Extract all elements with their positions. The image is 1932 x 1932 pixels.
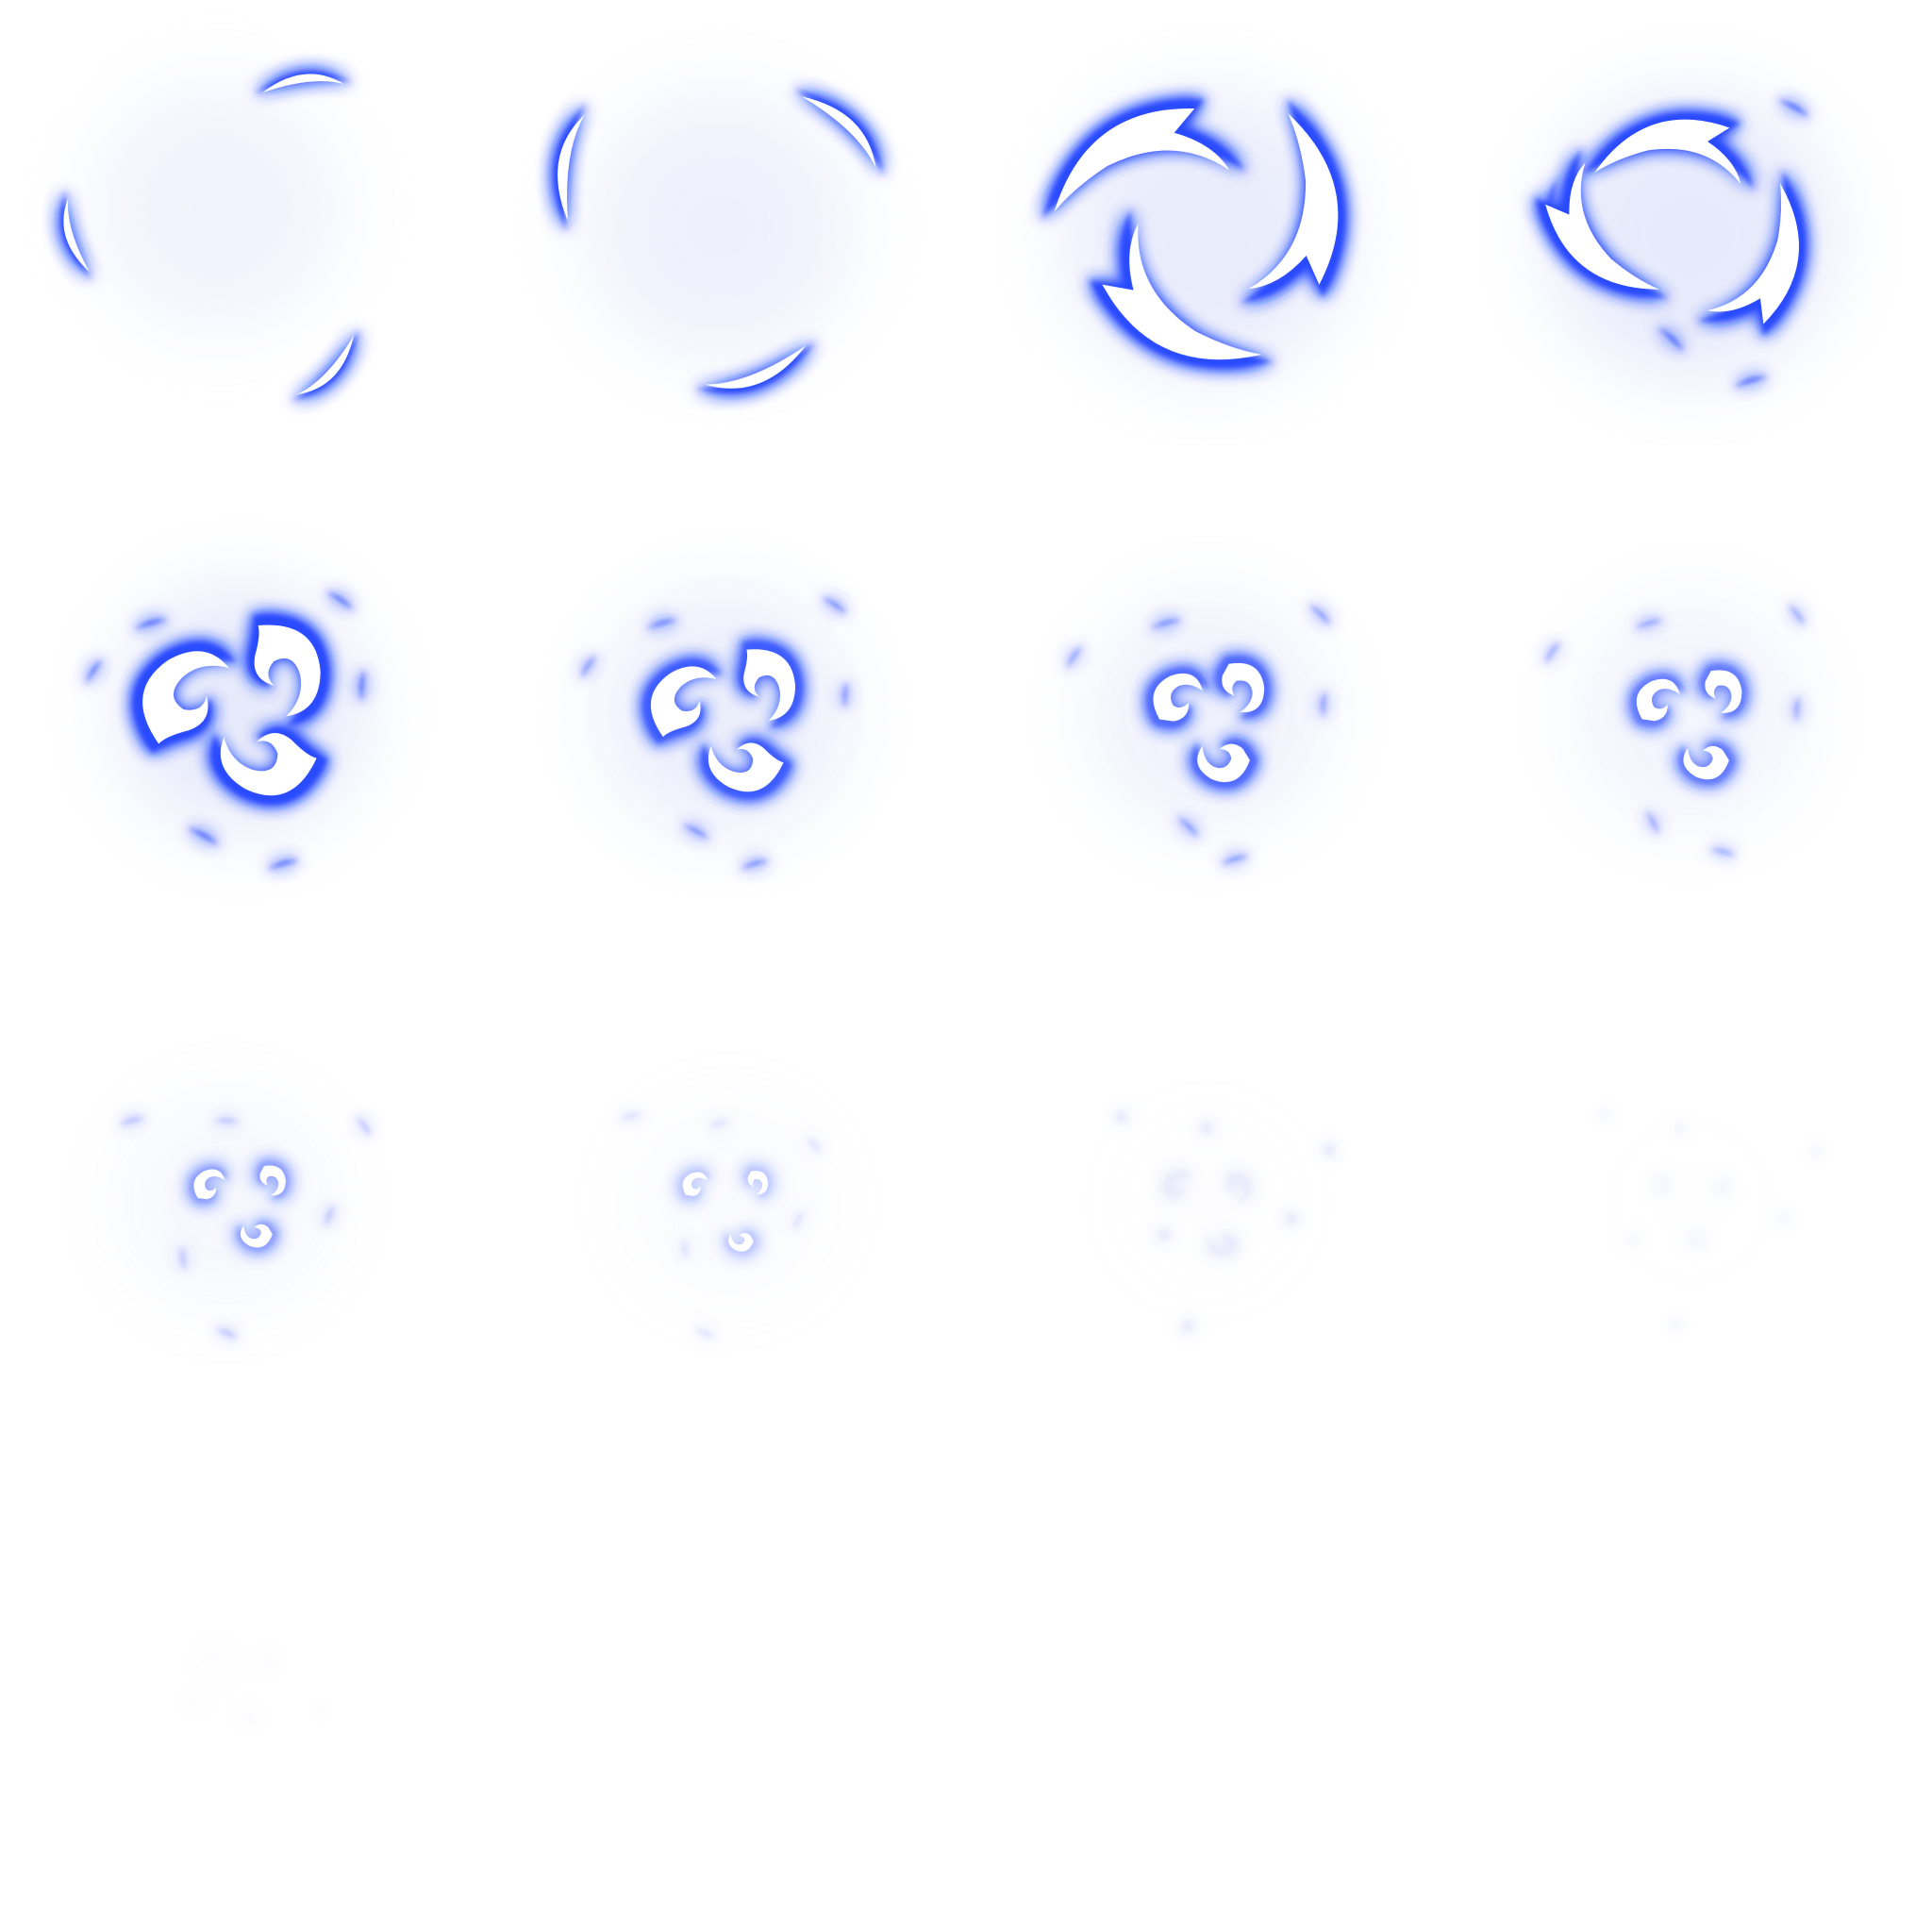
vortex-sprite bbox=[517, 70, 887, 402]
frame-04 bbox=[1449, 0, 1932, 483]
crescent-bottom bbox=[276, 329, 375, 403]
vortex-sprite bbox=[1027, 92, 1381, 423]
frame-10 bbox=[483, 966, 966, 1449]
frame-05 bbox=[0, 483, 483, 966]
frame-01 bbox=[0, 0, 483, 483]
vortex-sprite bbox=[49, 51, 375, 403]
vortex-sprite bbox=[1061, 596, 1333, 865]
vortex-sprite bbox=[1522, 92, 1850, 388]
vortex-sprite bbox=[1116, 1111, 1335, 1332]
frame-08 bbox=[1449, 483, 1932, 966]
vortex-sprite bbox=[1540, 601, 1807, 863]
vortex-sprite bbox=[80, 585, 374, 870]
frame-11 bbox=[966, 966, 1449, 1449]
frame-03 bbox=[966, 0, 1449, 483]
frame-13 bbox=[0, 1449, 483, 1932]
frame-09 bbox=[0, 966, 483, 1449]
frame-06 bbox=[483, 483, 966, 966]
frame-12 bbox=[1449, 966, 1932, 1449]
vortex-sprite bbox=[0, 1449, 483, 1932]
frame-07 bbox=[966, 483, 1449, 966]
vortex-sprite bbox=[619, 1103, 827, 1343]
vortex-sprite bbox=[575, 591, 855, 870]
vortex-sprite bbox=[1599, 1109, 1823, 1330]
vortex-sprite bbox=[119, 1098, 371, 1344]
frame-02 bbox=[483, 0, 966, 483]
